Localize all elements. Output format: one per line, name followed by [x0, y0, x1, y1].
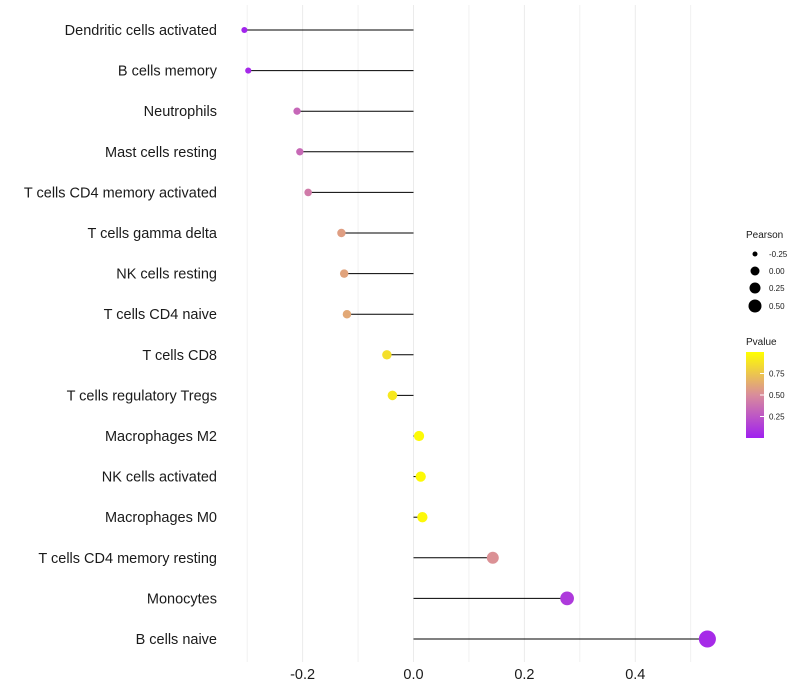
category-label: T cells CD4 memory resting: [38, 551, 217, 567]
pvalue-color-legend: Pvalue 0.25 0.50 0.75: [746, 337, 785, 438]
lollipop-point: [486, 551, 499, 564]
colorbar-label: 0.50: [769, 391, 785, 400]
size-legend-label: -0.25: [769, 250, 788, 259]
category-label: Dendritic cells activated: [65, 23, 217, 39]
category-label: NK cells resting: [116, 267, 217, 283]
lollipop-point: [417, 512, 428, 523]
lollipop-point: [296, 148, 304, 156]
category-label: T cells CD4 naive: [104, 307, 217, 323]
segment-layer: [244, 29, 708, 640]
lollipop-point: [415, 471, 426, 482]
category-label: B cells memory: [118, 64, 218, 80]
lollipop-point: [382, 350, 392, 360]
lollipop-point: [304, 188, 312, 197]
x-tick-label: -0.2: [290, 667, 315, 683]
category-label: B cells naive: [136, 632, 217, 648]
x-tick-label: 0.4: [625, 667, 645, 683]
x-axis-ticks: -0.2 0.0 0.2 0.4: [290, 667, 645, 683]
size-legend-label: 0.00: [769, 267, 785, 276]
lollipop-point: [387, 390, 398, 401]
category-label: Neutrophils: [144, 104, 217, 120]
lollipop-point: [342, 309, 352, 319]
category-label: Macrophages M0: [105, 510, 217, 526]
colorbar-label: 0.75: [769, 370, 785, 379]
category-label: T cells regulatory Tregs: [67, 388, 217, 404]
size-legend-key: [749, 282, 761, 294]
category-label: T cells CD4 memory activated: [24, 185, 217, 201]
category-label: T cells gamma delta: [88, 226, 218, 242]
point-layer: [241, 26, 716, 648]
category-label: Monocytes: [147, 591, 217, 607]
grid-layer: [246, 5, 692, 662]
lollipop-point: [339, 269, 349, 278]
lollipop-point: [293, 107, 301, 115]
colorbar-label: 0.25: [769, 413, 785, 422]
pearson-legend-title: Pearson: [746, 230, 783, 241]
x-tick-label: 0.0: [403, 667, 423, 683]
lollipop-point: [245, 67, 252, 74]
pearson-size-legend: Pearson -0.25 0.00 0.25 0.50: [746, 230, 788, 313]
category-label: T cells CD8: [142, 348, 217, 364]
size-legend-key: [752, 251, 758, 257]
size-legend-key: [750, 266, 760, 276]
category-label: Macrophages M2: [105, 429, 217, 445]
size-legend-label: 0.50: [769, 302, 785, 311]
pvalue-colorbar: [746, 352, 764, 438]
size-legend-label: 0.25: [769, 284, 785, 293]
pvalue-legend-title: Pvalue: [746, 337, 777, 348]
lollipop-point: [413, 430, 425, 442]
lollipop-point: [560, 591, 574, 606]
lollipop-point: [241, 26, 248, 34]
category-label: NK cells activated: [102, 470, 217, 486]
category-label: Mast cells resting: [105, 145, 217, 161]
lollipop-point: [337, 228, 346, 238]
size-legend-key: [748, 299, 762, 313]
category-labels: Dendritic cells activated B cells memory N…: [24, 23, 218, 648]
x-tick-label: 0.2: [514, 667, 534, 683]
lollipop-point: [698, 630, 716, 648]
